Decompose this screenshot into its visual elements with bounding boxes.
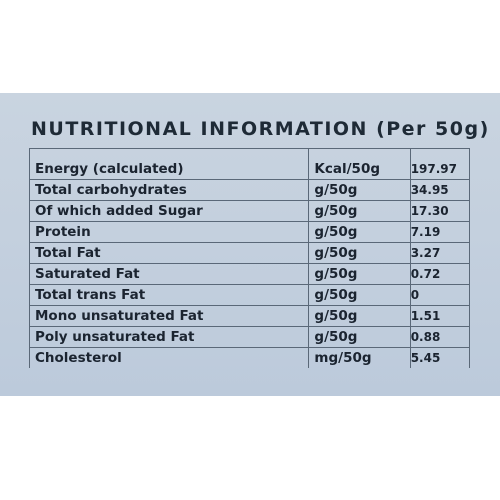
nutrition-row-cholesterol: Cholesterol mg/50g 5.45 <box>28 347 471 368</box>
nutrient-name: Total trans Fat <box>28 284 310 306</box>
nutrient-value: 17.30 <box>409 200 471 222</box>
nutrient-value: 3.27 <box>409 242 471 264</box>
nutrition-table: Energy (calculated) Kcal/50g 197.97 Tota… <box>28 148 471 368</box>
nutrient-name: Saturated Fat <box>28 263 310 285</box>
nutrient-value: 5.45 <box>409 347 471 368</box>
nutrient-unit: g/50g <box>308 305 411 327</box>
nutrient-value: 197.97 <box>409 148 471 180</box>
nutrition-row-added-sugar: Of which added Sugar g/50g 17.30 <box>28 200 471 222</box>
nutrition-row-poly-unsaturated-fat: Poly unsaturated Fat g/50g 0.88 <box>28 326 471 348</box>
nutrient-value: 0.72 <box>409 263 471 285</box>
nutrient-value: 0.88 <box>409 326 471 348</box>
nutrition-row-total-fat: Total Fat g/50g 3.27 <box>28 242 471 264</box>
nutrition-row-mono-unsaturated-fat: Mono unsaturated Fat g/50g 1.51 <box>28 305 471 327</box>
nutrient-unit: Kcal/50g <box>308 148 411 180</box>
nutrient-value: 1.51 <box>409 305 471 327</box>
nutrient-name: Of which added Sugar <box>28 200 310 222</box>
nutrient-unit: mg/50g <box>308 347 411 368</box>
nutrition-row-energy: Energy (calculated) Kcal/50g 197.97 <box>28 148 471 180</box>
nutrient-name: Protein <box>28 221 310 243</box>
nutrient-value: 0 <box>409 284 471 306</box>
nutrient-value: 7.19 <box>409 221 471 243</box>
nutrition-row-protein: Protein g/50g 7.19 <box>28 221 471 243</box>
nutrient-name: Cholesterol <box>28 347 310 368</box>
nutrient-unit: g/50g <box>308 179 411 201</box>
nutrient-unit: g/50g <box>308 200 411 222</box>
nutrient-unit: g/50g <box>308 242 411 264</box>
nutrient-name: Mono unsaturated Fat <box>28 305 310 327</box>
nutrient-unit: g/50g <box>308 284 411 306</box>
nutrition-row-total-carbohydrates: Total carbohydrates g/50g 34.95 <box>28 179 471 201</box>
nutrient-unit: g/50g <box>308 326 411 348</box>
nutrient-name: Total carbohydrates <box>28 179 310 201</box>
nutrient-value: 34.95 <box>409 179 471 201</box>
nutrient-name: Energy (calculated) <box>28 148 310 180</box>
nutrition-title: NUTRITIONAL INFORMATION (Per 50g) <box>31 118 490 140</box>
nutrition-row-saturated-fat: Saturated Fat g/50g 0.72 <box>28 263 471 285</box>
nutrition-row-trans-fat: Total trans Fat g/50g 0 <box>28 284 471 306</box>
nutrient-unit: g/50g <box>308 263 411 285</box>
nutrient-name: Poly unsaturated Fat <box>28 326 310 348</box>
nutrient-name: Total Fat <box>28 242 310 264</box>
nutrient-unit: g/50g <box>308 221 411 243</box>
